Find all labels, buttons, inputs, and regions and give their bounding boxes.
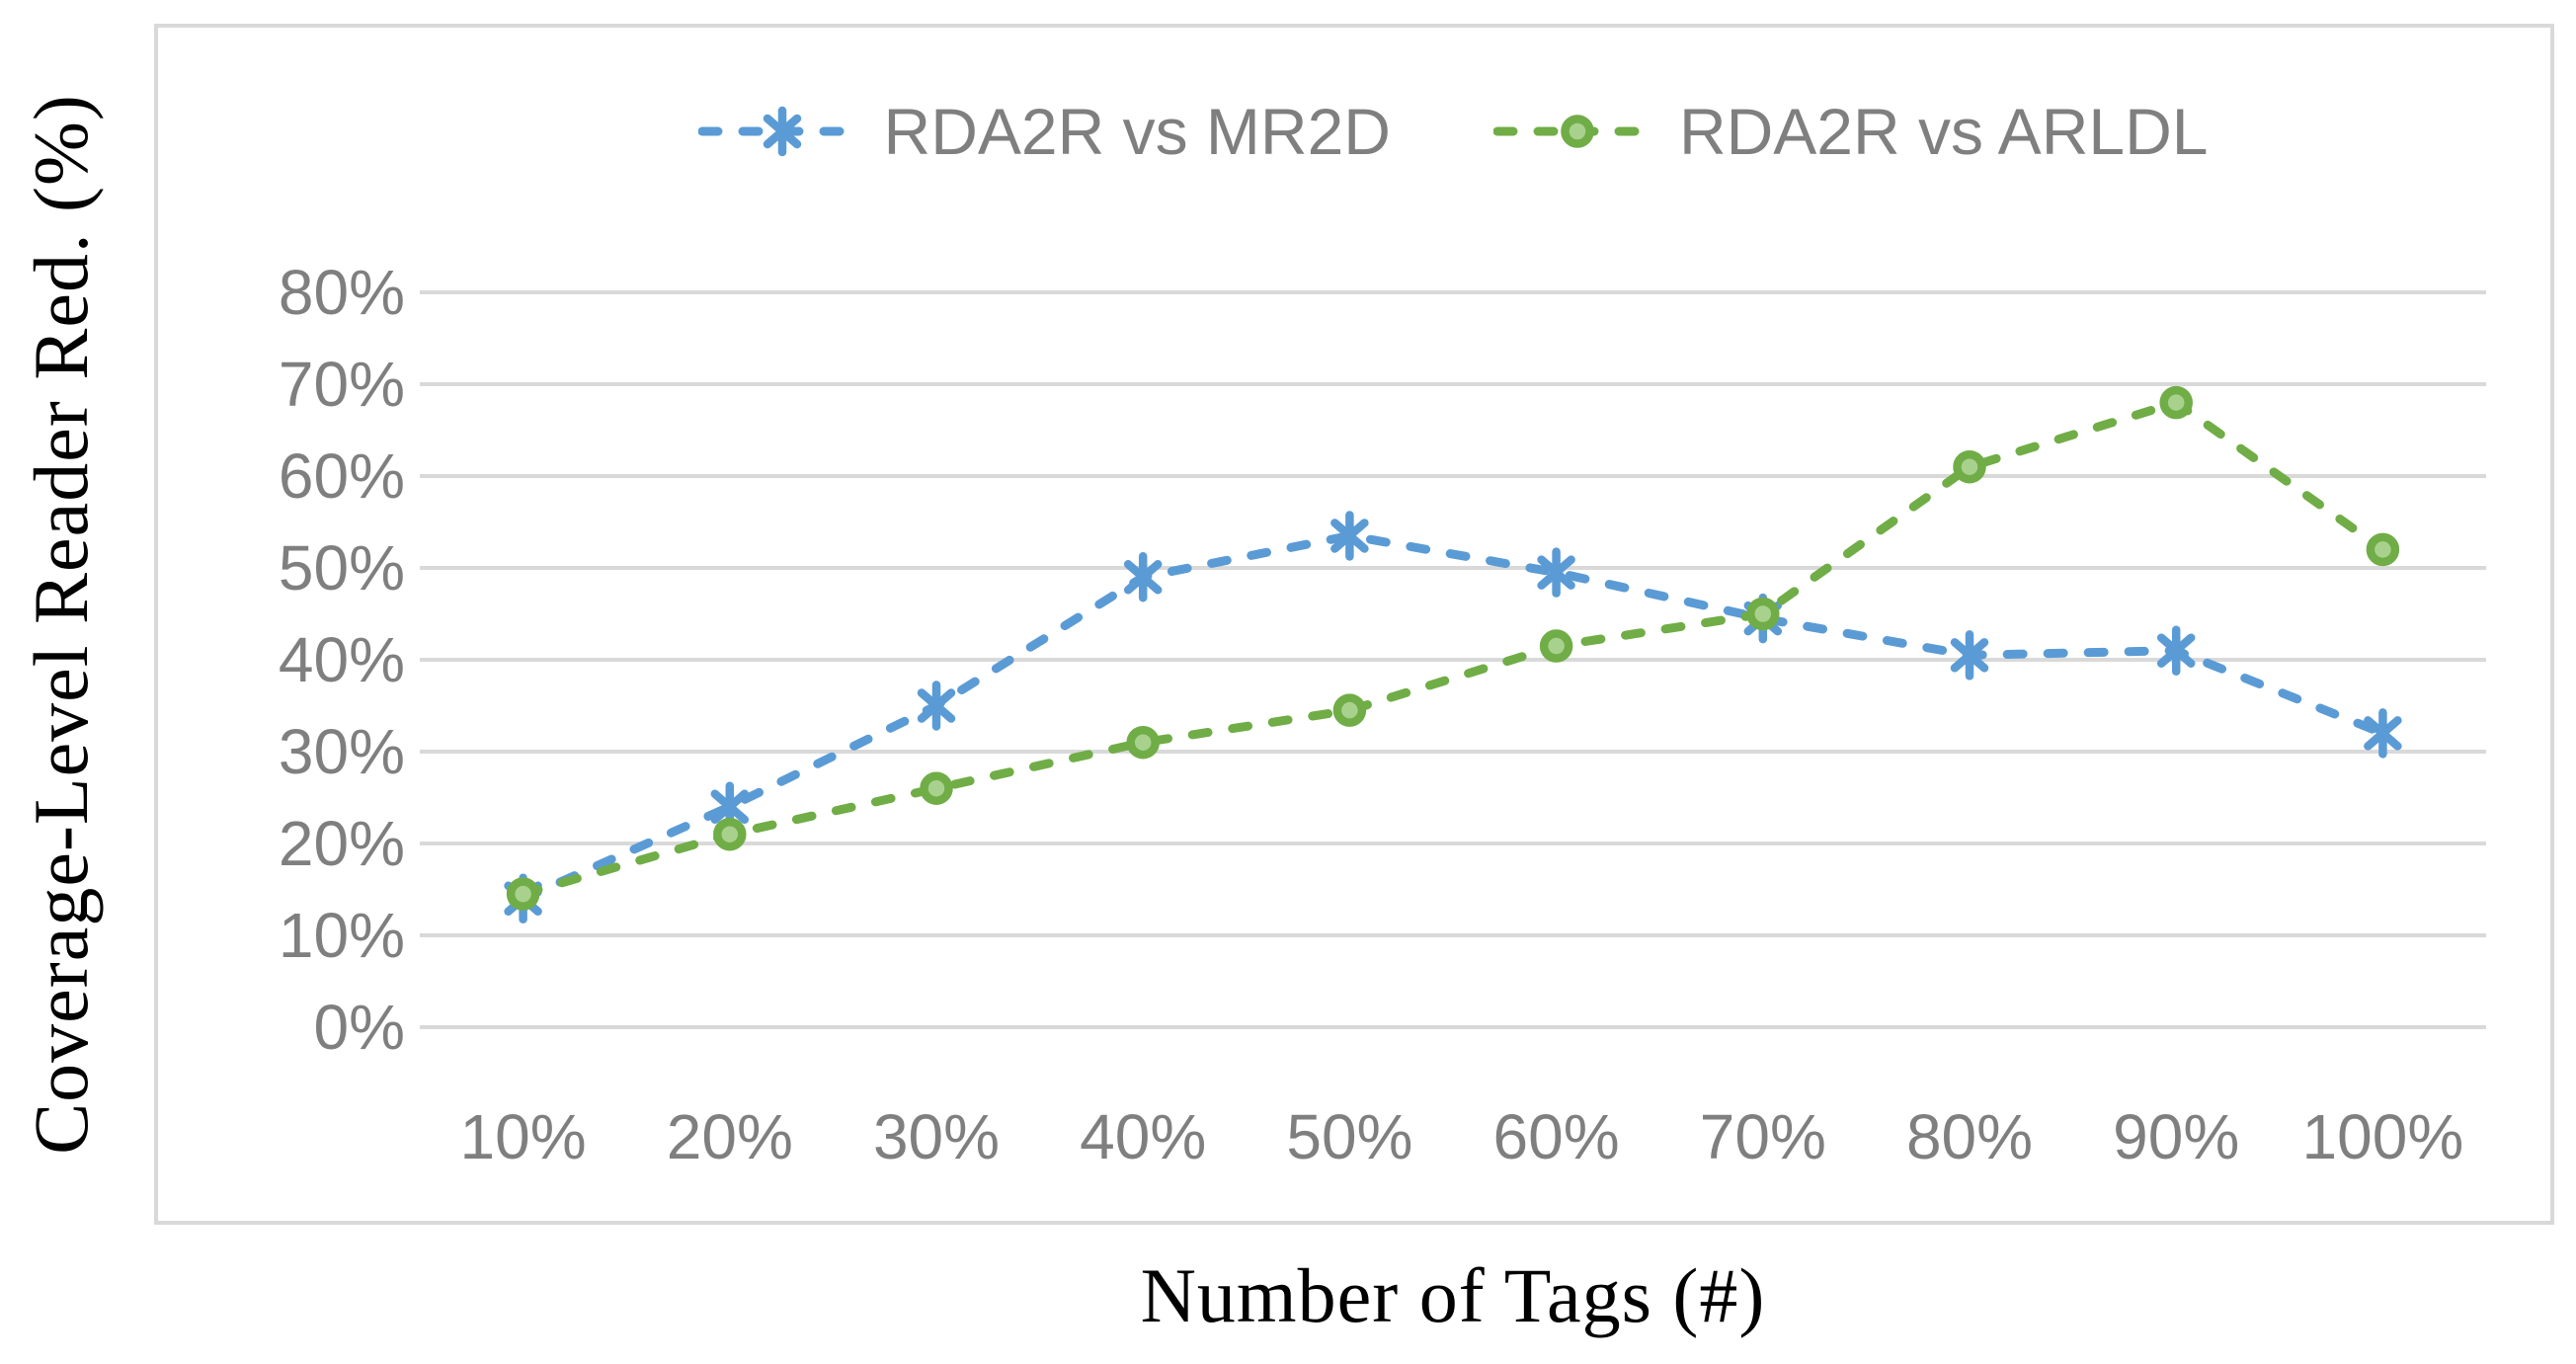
marker-circle-icon [713,817,747,851]
y-tick-label: 80% [279,257,405,328]
legend-item-rda2r-vs-arldl: RDA2R vs ARLDL [1492,95,2209,168]
x-tick-label: 30% [873,1101,1000,1172]
x-tick-label: 80% [1906,1101,2033,1172]
y-tick-label: 50% [279,532,405,603]
marker-star-icon [2364,708,2402,759]
y-tick-label: 60% [279,441,405,512]
x-tick-label: 70% [1700,1101,1826,1172]
legend-circle-line-icon [1492,115,1661,148]
series-rda2r-vs-mr2d [504,511,2402,924]
marker-circle-icon [1126,725,1160,760]
legend-item-rda2r-vs-mr2d: RDA2R vs MR2D [697,95,1391,168]
legend-label: RDA2R vs ARLDL [1678,95,2209,168]
y-tick-label: 40% [279,624,405,695]
x-tick-label: 90% [2113,1101,2239,1172]
marker-star-icon [917,681,956,731]
x-tick-label: 10% [460,1101,587,1172]
marker-star-icon [1537,547,1575,598]
x-tick-label: 20% [667,1101,793,1172]
x-tick-label: 50% [1286,1101,1412,1172]
x-tick-label: 100% [2302,1101,2464,1172]
x-axis-title: Number of Tags (#) [1140,1252,1766,1338]
y-tick-label: 30% [279,716,405,787]
y-axis-title: Coverage-Level Reader Red. (%) [18,94,104,1155]
y-tick-label: 0% [314,992,406,1063]
marker-circle-icon [1539,629,1573,663]
legend-label: RDA2R vs MR2D [883,95,1391,168]
y-tick-label: 70% [279,349,405,420]
marker-circle-icon [1332,693,1367,727]
marker-star-icon [763,106,801,157]
marker-circle-icon [920,771,953,805]
marker-circle-icon [1953,449,1986,484]
marker-star-icon [2156,625,2196,676]
marker-circle-icon [2159,385,2193,420]
legend-star-line-icon [697,106,866,157]
marker-star-icon [1330,511,1369,561]
series-line-rda2r-vs-mr2d [519,530,2387,904]
series-line-rda2r-vs-arldl [519,398,2387,899]
y-tick-label: 10% [279,900,405,971]
marker-star-icon [1123,552,1163,602]
marker-circle-icon [1561,115,1594,148]
marker-circle-icon [506,877,540,911]
y-tick-label: 20% [279,808,405,879]
legend: RDA2R vs MR2D RDA2R vs ARLDL [420,95,2486,168]
series-rda2r-vs-arldl [506,385,2400,911]
chart-area-border [154,24,2554,1225]
marker-circle-icon [2366,532,2400,567]
x-tick-label: 40% [1080,1101,1206,1172]
x-tick-label: 60% [1493,1101,1620,1172]
marker-star-icon [1950,630,1989,681]
marker-circle-icon [1746,597,1780,631]
